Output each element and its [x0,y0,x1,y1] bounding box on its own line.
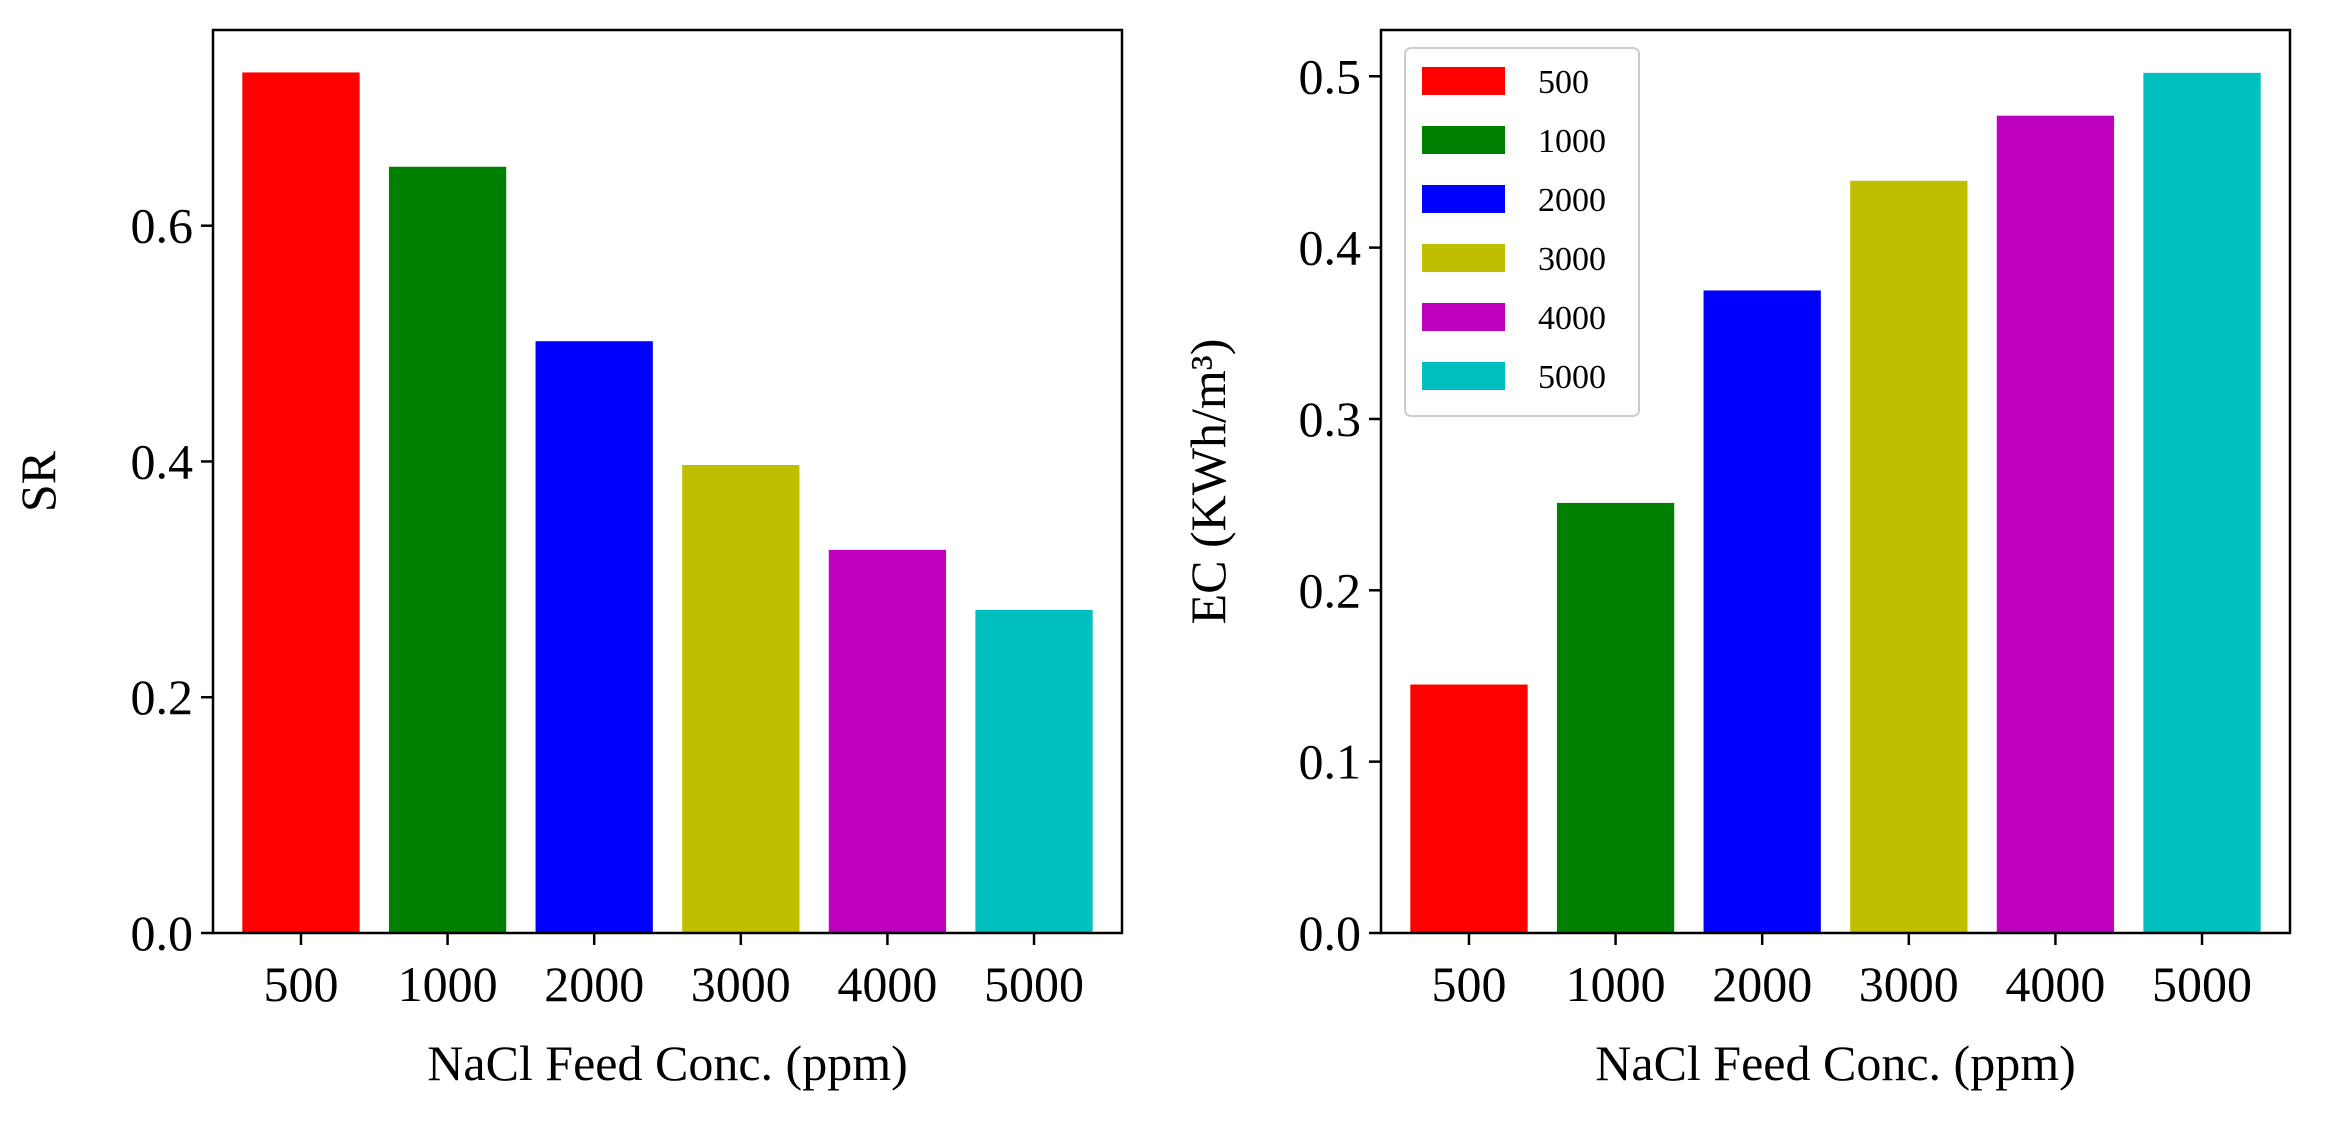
x-tick-label: 1000 [1566,956,1666,1012]
x-tick-label: 2000 [1712,956,1812,1012]
bar-2000 [535,341,653,934]
x-tick-label: 2000 [544,956,644,1012]
bar-1000 [1556,502,1675,933]
x-tick-label: 3000 [1859,956,1959,1012]
y-tick-label: 0.1 [1299,734,1362,790]
legend-swatch-1000 [1422,126,1505,154]
legend-swatch-3000 [1422,244,1505,272]
x-tick-label: 3000 [691,956,791,1012]
y-tick-label: 0.2 [131,669,194,725]
bar-1000 [388,166,507,934]
y-tick-label: 0.2 [1299,562,1362,618]
bar-500 [242,72,360,933]
bar-500 [1410,684,1528,933]
bar-5000 [975,609,1093,933]
y-axis-label: EC (KWh/m³) [1180,339,1236,625]
bar-4000 [828,549,947,933]
legend-label: 4000 [1538,300,1606,337]
plot-frame [1379,28,2292,935]
bar-2000 [1703,290,1821,933]
x-tick-label: 500 [1431,956,1506,1012]
x-tick-label: 1000 [398,956,498,1012]
x-tick-label: 4000 [837,956,937,1012]
y-tick-label: 0.3 [1299,391,1362,447]
x-axis-label: NaCl Feed Conc. (ppm) [427,1035,907,1091]
y-tick-label: 0.5 [1299,48,1362,104]
legend-label: 5000 [1538,359,1606,396]
y-tick-label: 0.0 [131,905,194,961]
y-axis-label: SR [10,450,66,512]
legend-label: 3000 [1538,241,1606,278]
y-tick-label: 0.0 [1299,905,1362,961]
chart-ec: 500 1000 2000 3000 4000 5000 0.0 0.1 0.2 0.3 0.4 0.… [1180,28,2292,1091]
x-tick-label: 5000 [984,956,1084,1012]
bar-3000 [1850,180,1968,933]
chart-sr: 500 1000 2000 3000 4000 5000 0.0 0.2 0.4 0.6 NaCl … [10,28,1124,1091]
legend-swatch-500 [1422,67,1505,95]
x-tick-label: 500 [263,956,338,1012]
y-tick-label: 0.4 [1299,220,1362,276]
legend-label: 2000 [1538,182,1606,219]
legend: 500 1000 2000 3000 4000 5000 [1404,47,1640,417]
y-tick-label: 0.6 [131,198,194,254]
legend-swatch-5000 [1422,362,1505,390]
bar-5000 [2143,72,2261,934]
legend-label: 1000 [1538,123,1606,160]
y-tick-label: 0.4 [131,433,194,489]
legend-swatch-4000 [1422,303,1505,331]
x-tick-label: 5000 [2152,956,2252,1012]
legend-swatch-2000 [1422,185,1505,213]
bar-3000 [682,464,800,933]
bar-4000 [1996,115,2115,933]
x-tick-label: 4000 [2005,956,2105,1012]
legend-label: 500 [1538,64,1589,101]
x-axis-label: NaCl Feed Conc. (ppm) [1595,1035,2075,1091]
plot-frame [211,28,1124,935]
